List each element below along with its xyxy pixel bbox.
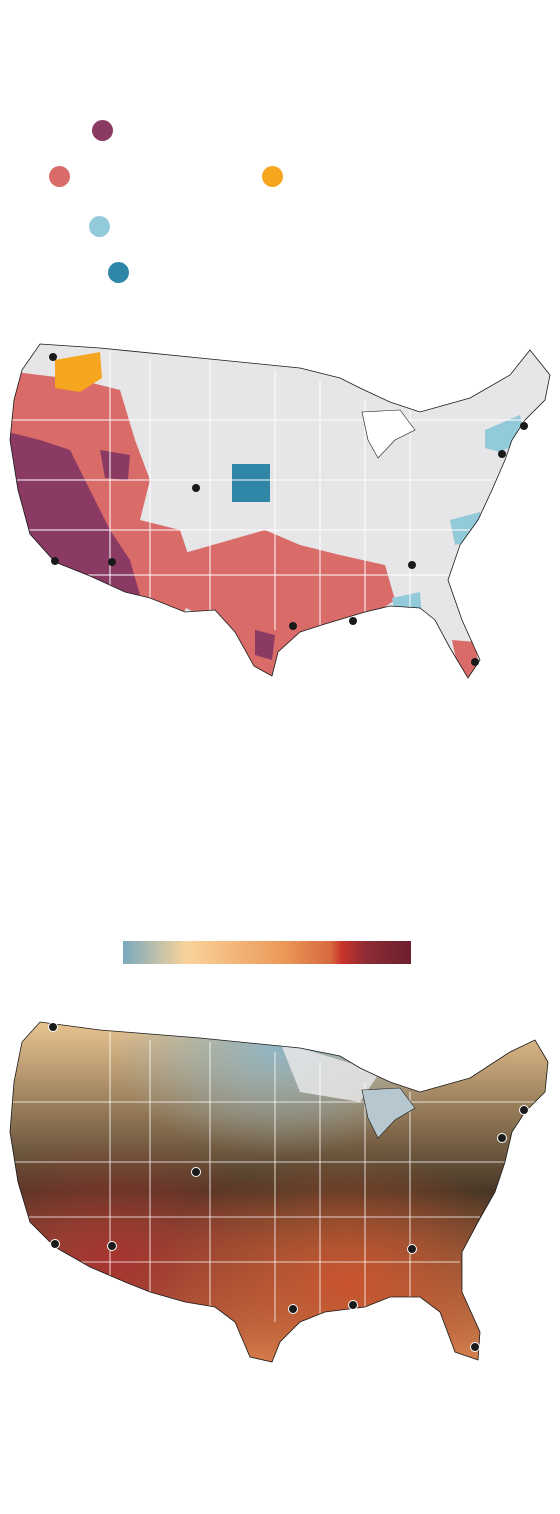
region-dark-purple-tx bbox=[255, 630, 275, 660]
city-dot bbox=[498, 450, 506, 458]
great-lakes bbox=[361, 409, 416, 459]
us-outline bbox=[9, 1021, 549, 1363]
us-outline bbox=[9, 343, 551, 679]
color-scale-bar bbox=[123, 941, 411, 964]
continuous-map bbox=[9, 1021, 549, 1363]
region-orange bbox=[55, 352, 102, 392]
city-dot bbox=[191, 1167, 201, 1177]
legend-dot-coral bbox=[49, 166, 70, 187]
city-dot bbox=[107, 1241, 117, 1251]
region-dark-purple-nv bbox=[100, 450, 130, 480]
cities-map1 bbox=[49, 353, 528, 666]
state-borders bbox=[10, 1032, 540, 1322]
heat-surface bbox=[10, 1022, 548, 1362]
city-dot bbox=[288, 1304, 298, 1314]
region-teal bbox=[232, 464, 270, 502]
city-dot bbox=[192, 484, 200, 492]
city-dot bbox=[407, 1244, 417, 1254]
city-dot bbox=[470, 1342, 480, 1352]
city-dot bbox=[49, 353, 57, 361]
categorical-map bbox=[9, 343, 551, 679]
legend-dot-light-blue bbox=[89, 216, 110, 237]
city-dot bbox=[520, 422, 528, 430]
city-dot bbox=[519, 1105, 529, 1115]
city-dot bbox=[471, 658, 479, 666]
city-dot bbox=[50, 1239, 60, 1249]
city-dot bbox=[48, 1022, 58, 1032]
city-dot bbox=[497, 1133, 507, 1143]
city-dot bbox=[408, 561, 416, 569]
legend-dot-teal bbox=[108, 262, 129, 283]
cities-map2 bbox=[48, 1022, 529, 1352]
city-dot bbox=[349, 617, 357, 625]
city-dot bbox=[348, 1300, 358, 1310]
no-data-north bbox=[280, 1042, 380, 1102]
city-dot bbox=[289, 622, 297, 630]
great-lakes bbox=[361, 1087, 416, 1139]
legend-dot-orange bbox=[262, 166, 283, 187]
us-landmass bbox=[10, 344, 550, 678]
region-coral-south bbox=[160, 530, 395, 678]
legend-dot-dark-purple bbox=[92, 120, 113, 141]
city-dot bbox=[51, 557, 59, 565]
city-dot bbox=[108, 558, 116, 566]
